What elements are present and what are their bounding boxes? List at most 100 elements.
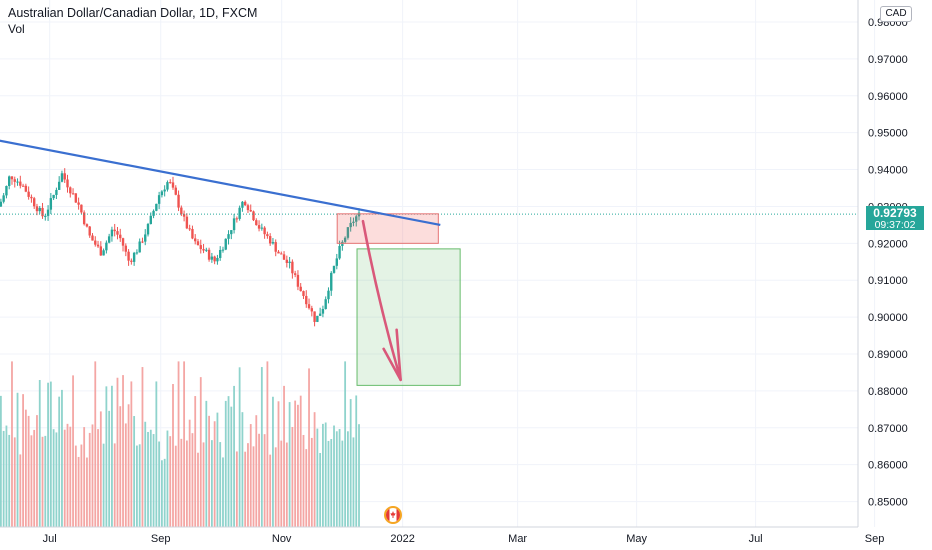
candle-body [163,189,166,192]
candle-body [66,179,69,188]
volume-bar [222,457,224,527]
volume-bar [130,381,133,527]
candle-body [188,228,191,230]
volume-bar [38,379,41,527]
volume-bar [297,404,299,527]
candle-body [299,286,302,292]
volume-bar [116,377,119,527]
candle-body [238,207,241,219]
candle-body [41,207,44,217]
candle-body [196,241,200,246]
price-tick-label: 0.90000 [868,312,908,324]
volume-bar [102,443,105,527]
volume-bar [355,395,358,527]
candle-body [127,251,130,261]
candle-body [343,237,347,242]
volume-bar [216,412,219,527]
volume-bar [177,361,180,527]
candle-body [332,265,336,273]
candle-body [166,182,169,190]
candle-body [21,185,25,187]
volume-bar [8,434,11,527]
volume-bar [213,421,216,527]
candle-body [80,204,83,213]
volume-indicator-label[interactable]: Vol [8,22,25,36]
candle-body [199,245,202,250]
candle-body [274,242,277,252]
price-tick-label: 0.97000 [868,54,908,66]
volume-bar [94,361,97,527]
candle-body [171,182,175,188]
volume-bar [44,435,47,527]
candle-body [91,235,94,241]
volume-bar [269,454,272,527]
currency-badge[interactable]: CAD [880,6,912,22]
volume-bar [166,430,169,527]
candle-body [105,242,108,251]
volume-bar [63,429,66,527]
time-tick-label: Sep [151,533,171,545]
candle-body [149,215,152,224]
candle-body [77,202,80,205]
candle-body [249,210,252,212]
candle-body [268,236,272,244]
volume-bar [199,377,202,527]
candle-body [157,195,161,204]
candle-body [96,244,100,247]
volume-bar [2,430,5,527]
candle-body [88,226,91,236]
candle-body [266,234,269,237]
candle-body [291,261,294,274]
price-tick-label: 0.89000 [868,349,908,361]
volume-bar [163,458,166,527]
volume-bar [263,434,266,527]
volume-bar [233,385,235,527]
volume-bar [352,437,355,527]
volume-bar [219,442,222,527]
volume-bar [316,428,319,527]
volume-bar [188,419,191,527]
volume-bar [138,444,141,527]
candle-body [102,250,105,256]
candle-body [135,252,139,254]
price-tick-label: 0.86000 [868,460,908,472]
time-tick-label: Nov [272,533,292,545]
volume-bar [294,400,297,527]
candle-body [32,198,36,207]
candle-body [221,249,225,251]
price-tick-label: 0.95000 [868,128,908,140]
volume-bar [24,409,27,527]
canada-flag-icon[interactable] [384,506,402,524]
candle-body [46,209,50,216]
bearish-arrow [361,219,402,382]
volume-bars [0,361,360,527]
volume-bar [277,401,280,527]
volume-bar [208,415,210,527]
candle-body [16,181,19,183]
candle-body [243,201,247,206]
symbol-title[interactable]: Australian Dollar/Canadian Dollar, 1D, F… [8,6,258,20]
volume-bar [358,424,360,527]
candle-body [271,242,275,244]
volume-bar [30,435,33,527]
volume-bar [341,440,344,527]
candle-body [152,210,155,216]
candle-body [302,291,305,296]
candle-body [352,221,355,223]
volume-bar [69,426,72,527]
volume-bar [180,438,183,527]
volume-bar [133,416,136,527]
volume-bar [235,451,238,527]
volume-bar [238,367,241,527]
volume-bar [319,452,322,527]
candle-body [180,207,183,215]
volume-bar [344,361,347,527]
candle-body [141,241,144,243]
volume-bar [80,444,83,527]
candle-body [27,191,30,197]
volume-bar [172,384,174,527]
candle-body [194,238,197,242]
candle-body [107,236,111,243]
candle-body [346,227,350,238]
